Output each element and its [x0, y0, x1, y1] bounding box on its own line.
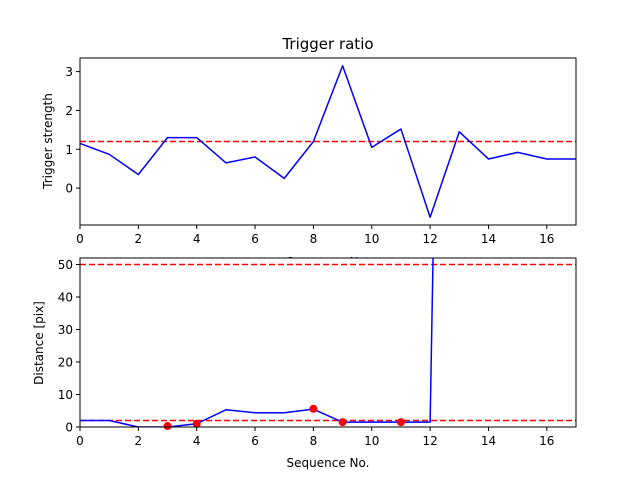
distance-marker-point — [192, 419, 201, 428]
distance-x-tick-label: 4 — [193, 434, 201, 448]
trigger-ratio-x-tick-label: 2 — [135, 232, 143, 246]
trigger-ratio-x-tick-label: 8 — [310, 232, 318, 246]
distance-y-tick-label: 0 — [65, 421, 73, 435]
trigger-ratio-series-line — [80, 65, 576, 218]
distance-x-tick-label: 14 — [481, 434, 496, 448]
distance-x-tick-label: 6 — [251, 434, 259, 448]
trigger-ratio-y-tick-label: 0 — [65, 182, 73, 196]
distance-x-tick-label: 8 — [310, 434, 318, 448]
trigger-ratio-ylabel: Trigger strength — [41, 93, 55, 190]
trigger-ratio-plot-layer — [80, 65, 576, 218]
trigger-ratio-x-tick-label: 0 — [76, 232, 84, 246]
trigger-ratio-frame — [79, 57, 577, 226]
trigger-ratio-y-tick-label: 1 — [65, 143, 73, 157]
distance-marker-point — [396, 418, 405, 427]
trigger-ratio-y-tick-label: 3 — [65, 65, 73, 79]
distance-frame — [79, 257, 577, 428]
distance-plot-area — [80, 258, 576, 427]
distance-x-tick-label: 0 — [76, 434, 84, 448]
trigger-ratio-x-tick-label: 14 — [481, 232, 496, 246]
trigger-ratio-x-tick-label: 16 — [539, 232, 554, 246]
trigger-ratio-title: Trigger ratio — [281, 35, 373, 53]
trigger-ratio-x-tick-label: 12 — [422, 232, 437, 246]
trigger-ratio-x-tick-label: 6 — [251, 232, 259, 246]
distance-plot-layer — [80, 258, 576, 431]
distance-x-tick-label: 12 — [422, 434, 437, 448]
trigger-ratio-x-tick-label: 10 — [364, 232, 379, 246]
distance-marker-point — [163, 422, 172, 431]
distance-y-tick-label: 50 — [58, 258, 73, 272]
distance-series-line — [80, 258, 434, 427]
distance-y-tick-label: 30 — [58, 323, 73, 337]
distance-x-tick-label: 16 — [539, 434, 554, 448]
distance-ylabel: Distance [pix] — [32, 301, 46, 385]
distance-x-tick-label: 10 — [364, 434, 379, 448]
distance-y-tick-label: 10 — [58, 388, 73, 402]
distance-y-tick-label: 20 — [58, 356, 73, 370]
distance-axes: 0 2 4 6 8 10 12 14 16 0 10 20 30 40 50 Sequence No. Di… — [32, 257, 577, 470]
distance-xlabel: Sequence No. — [287, 456, 370, 470]
distance-marker-point — [309, 404, 318, 413]
trigger-ratio-y-tick-label: 2 — [65, 104, 73, 118]
distance-ticks: 0 2 4 6 8 10 12 14 16 0 10 20 30 40 50 — [58, 258, 555, 448]
distance-marker-point — [338, 418, 347, 427]
distance-x-tick-label: 2 — [135, 434, 143, 448]
trigger-ratio-x-tick-label: 4 — [193, 232, 201, 246]
distance-y-tick-label: 40 — [58, 291, 73, 305]
